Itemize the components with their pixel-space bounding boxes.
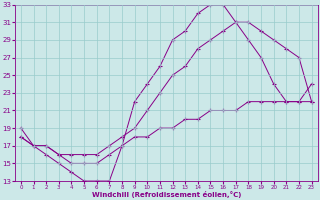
X-axis label: Windchill (Refroidissement éolien,°C): Windchill (Refroidissement éolien,°C): [92, 191, 241, 198]
